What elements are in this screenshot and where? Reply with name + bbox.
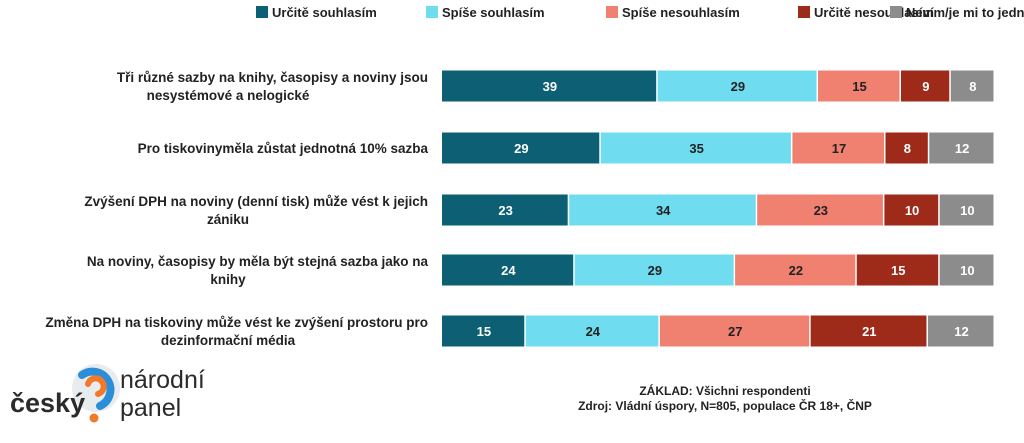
data-label: 12: [955, 141, 969, 156]
bar-segment-nevim-je-mi-to-jedno: [939, 254, 994, 286]
bar-segment-nevim-je-mi-to-jedno: [950, 70, 994, 102]
bar-segment-spise-nesouhlasim: [792, 132, 884, 164]
category-label: Tři různé sazby na knihy, časopisy a nov…: [117, 70, 428, 103]
bar-segment-nevim-je-mi-to-jedno: [939, 194, 994, 226]
bar-segment-spise-souhlasim: [657, 70, 817, 102]
logo-word-narodni: národní: [120, 366, 205, 394]
data-label: 8: [904, 141, 911, 156]
bar-segment-urcite-nesouhlasim: [885, 132, 928, 164]
category-label: Zvýšení DPH na noviny (denní tisk) může …: [84, 194, 428, 227]
bar-segment-spise-souhlasim: [569, 194, 756, 226]
data-label: 22: [789, 263, 803, 278]
category-label: Pro tiskovinyměla zůstat jednotná 10% sa…: [138, 141, 429, 156]
bar-segment-urcite-nesouhlasim: [900, 70, 950, 102]
bar-row-4: Na noviny, časopisy by měla být stejná s…: [87, 254, 994, 287]
data-label: 35: [689, 141, 703, 156]
data-label: 21: [862, 324, 876, 339]
bar-segment-spise-nesouhlasim: [735, 254, 856, 286]
bar-segment-urcite-souhlasim: [442, 254, 574, 286]
legend-label: Určitě nesouhlasím: [814, 5, 934, 20]
bar-segment-spise-nesouhlasim: [659, 315, 810, 347]
legend-label: Spíše souhlasím: [442, 5, 545, 20]
legend-label: Určitě souhlasím: [272, 5, 377, 20]
data-label: 34: [656, 203, 671, 218]
legend-swatch: [606, 6, 618, 18]
legend-swatch: [798, 6, 810, 18]
bar-row-3: Zvýšení DPH na noviny (denní tisk) může …: [84, 194, 994, 227]
bar-segment-nevim-je-mi-to-jedno: [927, 315, 994, 347]
bar-segment-urcite-souhlasim: [442, 132, 600, 164]
bar-segment-urcite-nesouhlasim: [856, 254, 939, 286]
data-label: 17: [832, 141, 846, 156]
legend-label: Spíše nesouhlasím: [622, 5, 740, 20]
data-label: 15: [891, 263, 905, 278]
data-label: 15: [477, 324, 491, 339]
bar-segment-spise-souhlasim: [525, 315, 659, 347]
bar-row-2: Pro tiskovinyměla zůstat jednotná 10% sa…: [138, 132, 994, 164]
legend-item-urcite-souhlasim: Určitě souhlasím: [256, 5, 377, 20]
chart-footer: ZÁKLAD: Všichni respondenti Zdroj: Vládn…: [560, 384, 890, 414]
bar-segment-urcite-souhlasim: [442, 194, 568, 226]
data-label: 27: [728, 324, 742, 339]
data-label: 24: [586, 324, 601, 339]
bar-segment-spise-souhlasim: [574, 254, 734, 286]
data-label: 29: [648, 263, 662, 278]
footer-base: ZÁKLAD: Všichni respondenti: [639, 384, 811, 398]
legend-item-spise-souhlasim: Spíše souhlasím: [426, 5, 545, 20]
legend-swatch: [256, 6, 268, 18]
legend-swatch: [890, 6, 902, 18]
logo-word-panel: panel: [120, 394, 182, 422]
legend-swatch: [426, 6, 438, 18]
category-label: Změna DPH na tiskoviny může vést ke zvýš…: [45, 315, 428, 348]
legend-item-spise-nesouhlasim: Spíše nesouhlasím: [606, 5, 740, 20]
data-label: 10: [960, 203, 974, 218]
data-label: 10: [960, 263, 974, 278]
logo-mark-icon: [72, 364, 120, 423]
bar-segment-spise-nesouhlasim: [818, 70, 900, 102]
bar-row-5: Změna DPH na tiskoviny může vést ke zvýš…: [45, 315, 994, 348]
data-label: 24: [501, 263, 516, 278]
data-label: 12: [954, 324, 968, 339]
data-label: 29: [514, 141, 528, 156]
bar-segment-spise-souhlasim: [600, 132, 791, 164]
bar-segment-urcite-nesouhlasim: [810, 315, 927, 347]
bar-row-1: Tři různé sazby na knihy, časopisy a nov…: [117, 70, 994, 103]
data-label: 23: [498, 203, 512, 218]
bar-segment-urcite-nesouhlasim: [884, 194, 939, 226]
logo-word-cesky: český: [10, 388, 86, 418]
data-label: 9: [922, 79, 929, 94]
cesky-narodni-panel-logo: český národní panel: [8, 362, 218, 438]
data-label: 10: [905, 203, 919, 218]
bar-segment-urcite-souhlasim: [442, 70, 657, 102]
legend-item-nevim-je-mi-to-jedno: Nevím/je mi to jedno: [890, 5, 1024, 20]
data-label: 15: [852, 79, 866, 94]
data-label: 29: [731, 79, 745, 94]
category-label: Na noviny, časopisy by měla být stejná s…: [87, 254, 429, 287]
bar-segment-urcite-souhlasim: [442, 315, 525, 347]
legend-label: Nevím/je mi to jedno: [906, 5, 1024, 20]
bar-segment-nevim-je-mi-to-jedno: [929, 132, 994, 164]
legend-item-urcite-nesouhlasim: Určitě nesouhlasím: [798, 5, 934, 20]
data-label: 23: [814, 203, 828, 218]
footer-source: Zdroj: Vládní úspory, N=805, populace ČR…: [578, 399, 872, 413]
bar-segment-spise-nesouhlasim: [757, 194, 883, 226]
data-label: 8: [969, 79, 976, 94]
data-label: 39: [543, 79, 557, 94]
stacked-bar-chart: Určitě souhlasím Spíše souhlasím Spíše nes…: [45, 5, 1024, 348]
